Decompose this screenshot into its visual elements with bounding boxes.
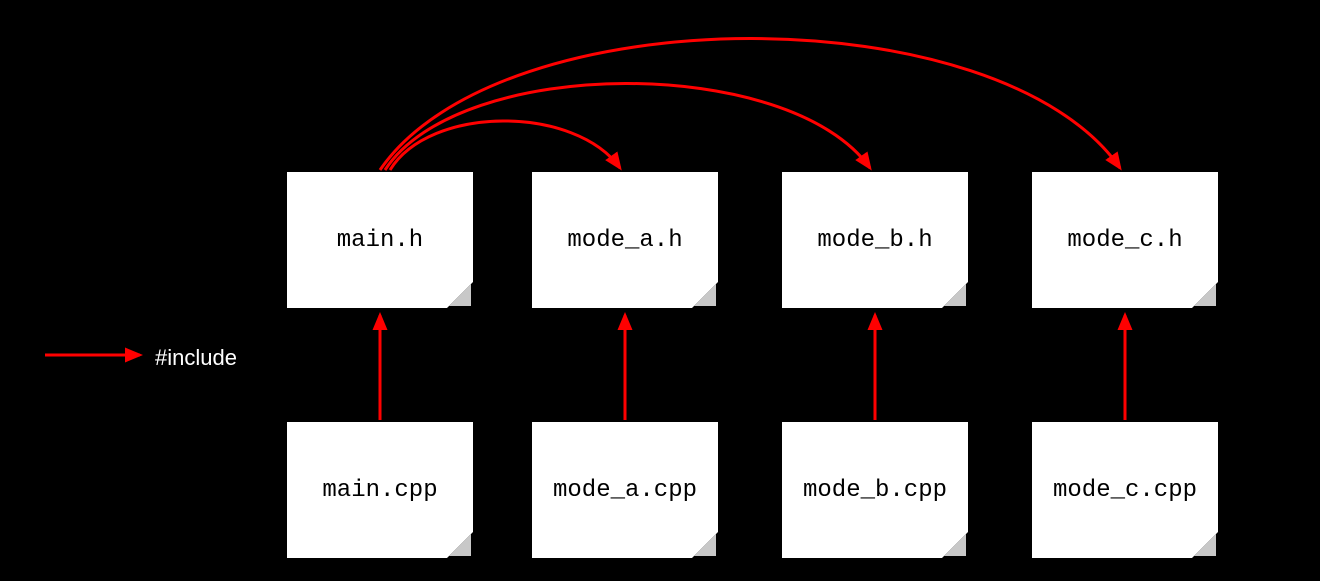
page-fold-icon [942,282,968,308]
legend-label: #include [155,345,237,371]
file-label: mode_c.cpp [1053,477,1197,504]
file-node-mode-a-h: mode_a.h [530,170,720,310]
file-label: mode_b.cpp [803,477,947,504]
file-label: mode_b.h [817,227,932,254]
page-fold-icon [1192,282,1218,308]
file-label: mode_a.h [567,227,682,254]
edge-main-h-to-mode-c-h [380,38,1120,170]
page-fold-icon [692,532,718,558]
file-label: mode_c.h [1067,227,1182,254]
edge-main-h-to-mode-a-h [390,121,620,170]
page-fold-icon [1192,532,1218,558]
page-fold-icon [447,532,473,558]
file-node-mode-c-cpp: mode_c.cpp [1030,420,1220,560]
file-node-main-h: main.h [285,170,475,310]
file-node-mode-b-h: mode_b.h [780,170,970,310]
page-fold-icon [447,282,473,308]
file-label: main.cpp [322,477,437,504]
file-label: main.h [337,227,423,254]
file-node-main-cpp: main.cpp [285,420,475,560]
file-node-mode-c-h: mode_c.h [1030,170,1220,310]
page-fold-icon [692,282,718,308]
page-fold-icon [942,532,968,558]
edge-main-h-to-mode-b-h [385,83,870,170]
file-label: mode_a.cpp [553,477,697,504]
file-node-mode-a-cpp: mode_a.cpp [530,420,720,560]
file-node-mode-b-cpp: mode_b.cpp [780,420,970,560]
